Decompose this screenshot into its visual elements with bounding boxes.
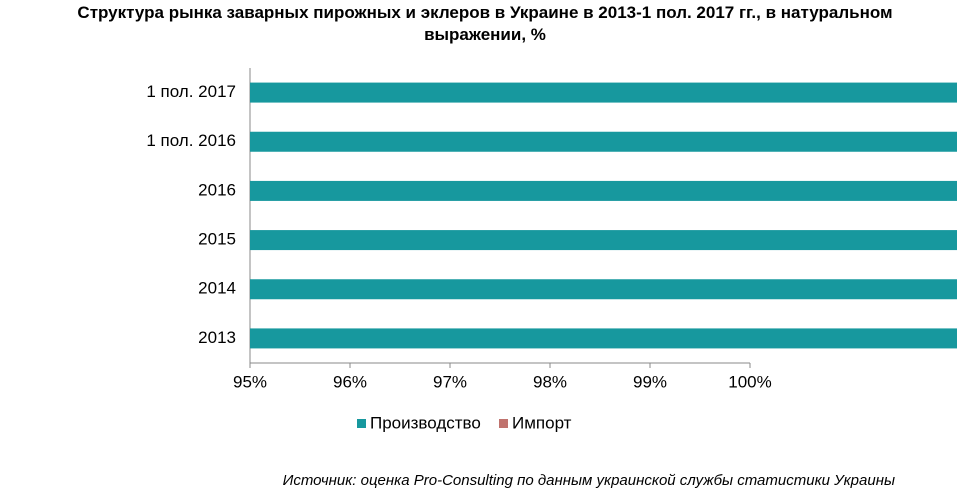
y-tick-label: 2015: [198, 230, 236, 249]
x-tick-label: 95%: [233, 372, 267, 391]
y-tick-label: 2013: [198, 328, 236, 347]
legend-label: Импорт: [512, 413, 572, 432]
source-note: Источник: оценка Pro-Consulting по данны…: [282, 472, 895, 489]
x-tick-label: 98%: [533, 372, 567, 391]
y-tick-label: 1 пол. 2017: [146, 82, 236, 101]
legend-label: Производство: [370, 413, 481, 432]
bar-segment: [250, 279, 957, 300]
y-tick-label: 2014: [198, 279, 236, 298]
bar-segment: [250, 180, 957, 201]
bar-segment: [250, 328, 957, 349]
y-tick-label: 2016: [198, 180, 236, 199]
x-tick-label: 97%: [433, 372, 467, 391]
bar-segment: [250, 131, 957, 152]
legend-swatch: [499, 419, 508, 428]
x-tick-label: 99%: [633, 372, 667, 391]
legend-swatch: [357, 419, 366, 428]
x-tick-label: 100%: [728, 372, 771, 391]
y-tick-label: 1 пол. 2016: [146, 131, 236, 150]
bar-segment: [250, 230, 957, 251]
chart-title: Структура рынка заварных пирожных и экле…: [77, 3, 893, 44]
x-tick-label: 96%: [333, 372, 367, 391]
bar-segment: [250, 82, 957, 103]
